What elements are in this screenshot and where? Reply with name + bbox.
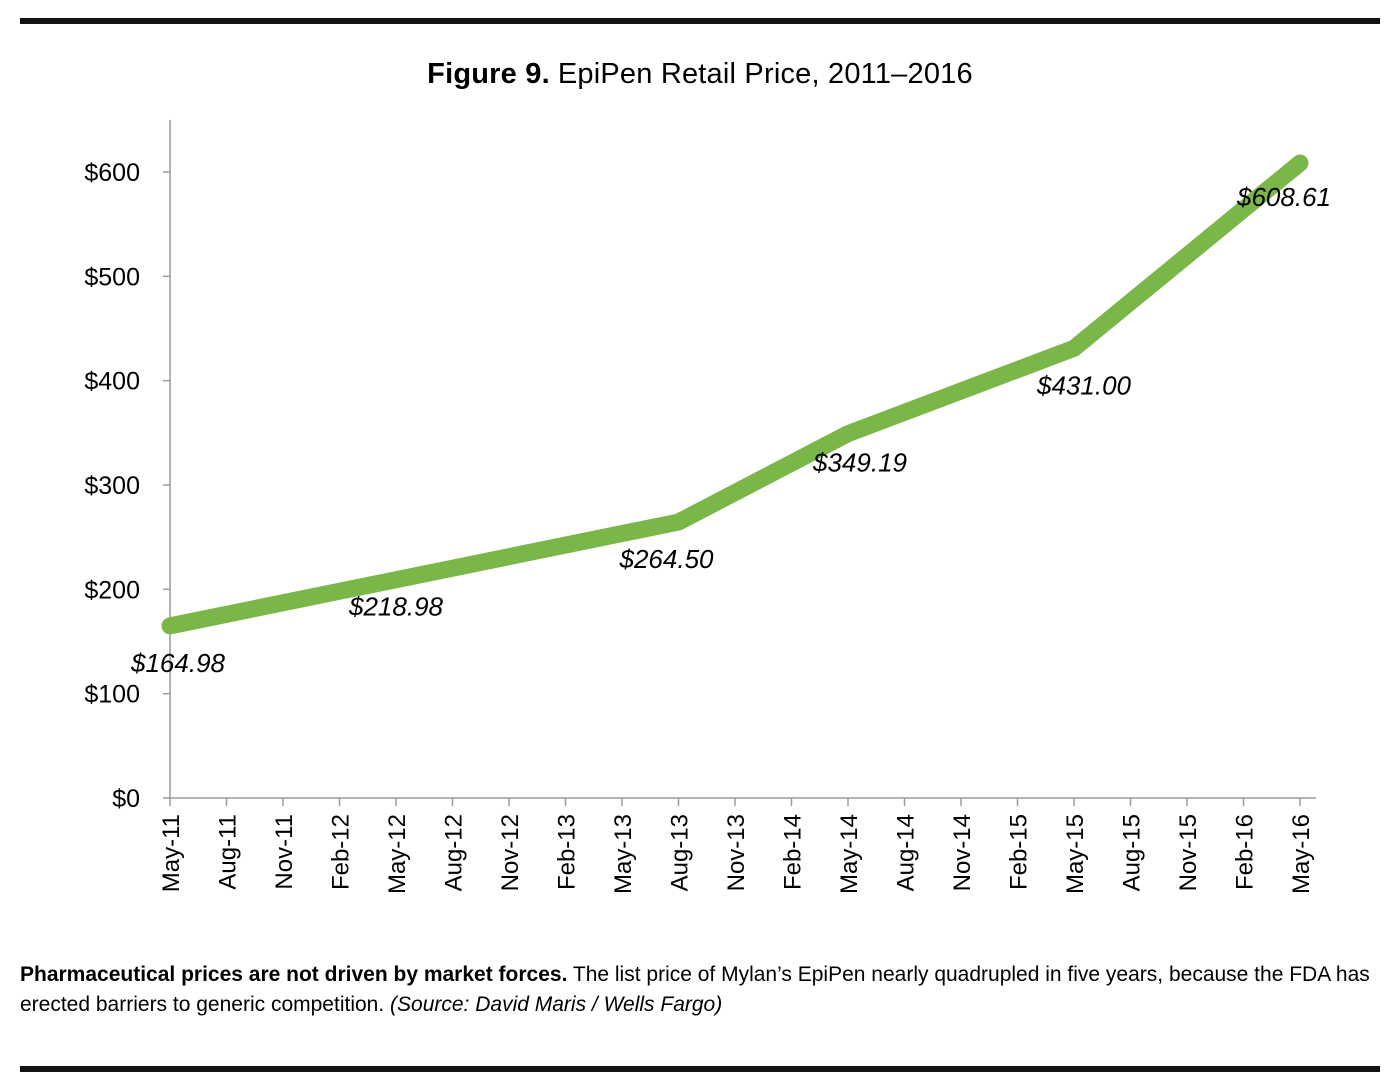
caption-lead: Pharmaceutical prices are not driven by … (20, 963, 568, 986)
price-line-chart: $0 $100 $200 $300 $400 $500 $600 May-11 Aug-11 N… (84, 119, 1331, 894)
data-label: $431.00 (1036, 370, 1132, 400)
y-tick-label: $600 (84, 159, 140, 187)
x-tick-label: Nov-13 (723, 814, 750, 891)
x-tick-label: Aug-13 (667, 814, 694, 891)
x-tick-label: May-11 (158, 814, 185, 892)
figure-caption: Pharmaceutical prices are not driven by … (20, 960, 1390, 1020)
x-tick-label: Aug-14 (893, 814, 920, 891)
data-label: $608.61 (1236, 182, 1331, 212)
y-tick-label: $400 (84, 368, 140, 396)
x-tick-label: Feb-15 (1006, 814, 1033, 890)
data-labels: $164.98 $264.50 $349.19 $431.00 $608.61 $218.… (130, 182, 1331, 678)
y-axis-ticks: $0 $100 $200 $300 $400 $500 $600 (84, 159, 170, 813)
axes (169, 119, 1316, 799)
series-layer (161, 154, 1309, 635)
x-tick-label: Aug-15 (1119, 814, 1146, 891)
figure-title: Figure 9. EpiPen Retail Price, 2011–2016 (0, 58, 1400, 91)
top-rule (20, 18, 1380, 24)
x-axis-ticks: May-11 Aug-11 Nov-11 Feb-12 May-12 Aug-12 Nov-… (158, 798, 1315, 894)
caption-source: (Source: David Maris / Wells Fargo) (390, 993, 723, 1016)
data-label: $349.19 (812, 448, 907, 478)
y-tick-label: $300 (84, 472, 140, 500)
caption-body: The list price of Mylan’s EpiPen nearly … (20, 963, 1370, 1016)
x-tick-label: May-13 (610, 814, 637, 894)
x-tick-label: Nov-12 (497, 814, 524, 891)
bottom-rule (20, 1066, 1380, 1072)
x-tick-label: May-12 (384, 814, 411, 894)
data-label: $218.98 (348, 592, 444, 622)
figure-label: Figure 9. (427, 58, 550, 90)
series-line (161, 154, 1309, 635)
x-tick-label: Aug-11 (215, 814, 242, 890)
x-tick-label: Nov-14 (949, 814, 976, 891)
x-tick-label: Aug-12 (441, 814, 468, 891)
x-tick-label: Nov-11 (271, 814, 298, 890)
x-tick-label: Feb-13 (554, 814, 581, 890)
x-tick-label: Nov-15 (1175, 814, 1202, 891)
data-label: $164.98 (130, 648, 226, 678)
data-label: $264.50 (619, 544, 715, 574)
x-tick-label: Feb-16 (1232, 814, 1259, 890)
x-tick-label: Feb-14 (780, 814, 807, 890)
y-tick-label: $200 (84, 576, 140, 604)
y-tick-label: $0 (112, 785, 140, 813)
x-tick-label: May-16 (1288, 814, 1315, 894)
y-tick-label: $500 (84, 263, 140, 291)
x-tick-label: Feb-12 (328, 814, 355, 890)
x-tick-label: May-15 (1062, 814, 1089, 894)
y-tick-label: $100 (84, 681, 140, 709)
x-tick-label: May-14 (836, 814, 863, 894)
figure-title-text: EpiPen Retail Price, 2011–2016 (557, 58, 973, 90)
